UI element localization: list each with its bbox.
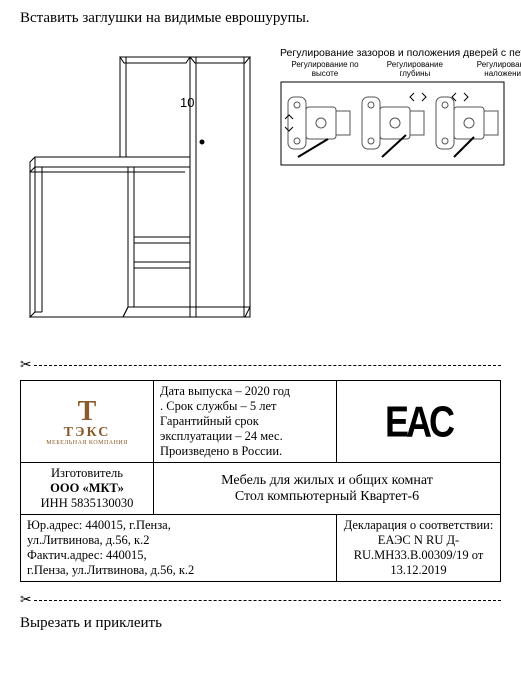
declaration-l1: Декларация о соответствии: xyxy=(343,518,494,533)
bottom-text: Вырезать и приклеить xyxy=(20,615,501,632)
spec-l5: Произведено в России. xyxy=(160,444,330,459)
hinge-adjustment-block: Регулирование зазоров и положения дверей… xyxy=(280,47,521,171)
manufacturer-cell: Изготовитель ООО «МКТ» ИНН 5835130030 xyxy=(21,463,154,515)
declaration-l3: RU.МН33.В.00309/19 от xyxy=(343,548,494,563)
logo-sub: МЕБЕЛЬНАЯ КОМПАНИЯ xyxy=(27,440,147,446)
hinge-diagram xyxy=(280,81,505,166)
info-table: Т ТЭКС МЕБЕЛЬНАЯ КОМПАНИЯ Дата выпуска –… xyxy=(20,380,501,582)
hinge-label-3: Регулирование наложения xyxy=(460,61,521,79)
address-l4: г.Пенза, ул.Литвинова, д.56, к.2 xyxy=(27,563,330,578)
spec-l3: Гарантийный срок xyxy=(160,414,330,429)
hinge-label-2: Регулирование глубины xyxy=(370,61,460,79)
dash-line xyxy=(34,365,501,366)
hinge-label-1: Регулирование по высоте xyxy=(280,61,370,79)
logo-letter: Т xyxy=(27,398,147,426)
eac-mark: EAC xyxy=(343,400,494,443)
hinge-title: Регулирование зазоров и положения дверей… xyxy=(280,47,521,59)
address-l2: ул.Литвинова, д.56, к.2 xyxy=(27,533,330,548)
instruction-text: Вставить заглушки на видимые еврошурупы. xyxy=(20,10,501,27)
manufacturer-name: ООО «МКТ» xyxy=(27,481,147,496)
figures-row: 10 Регулирование зазоров и положения две… xyxy=(20,47,501,337)
address-l3: Фактич.адрес: 440015, xyxy=(27,548,330,563)
hinge-labels: Регулирование по высоте Регулирование гл… xyxy=(280,61,521,79)
furniture-diagram: 10 xyxy=(20,47,270,337)
dash-line xyxy=(34,600,501,601)
manufacturer-inn: ИНН 5835130030 xyxy=(27,496,147,511)
spec-l2: . Срок службы – 5 лет xyxy=(160,399,330,414)
declaration-cell: Декларация о соответствии: ЕАЭС N RU Д- … xyxy=(337,515,501,582)
cut-line-1: ✂ xyxy=(20,357,501,374)
manufacturer-label: Изготовитель xyxy=(27,466,147,481)
spec-l1: Дата выпуска – 2020 год xyxy=(160,384,330,399)
logo-cell: Т ТЭКС МЕБЕЛЬНАЯ КОМПАНИЯ xyxy=(21,381,154,463)
logo-name: ТЭКС xyxy=(27,426,147,440)
part-label: 10 xyxy=(180,95,194,110)
spec-l4: эксплуатации – 24 мес. xyxy=(160,429,330,444)
product-line1: Мебель для жилых и общих комнат xyxy=(160,473,494,489)
eac-cell: EAC xyxy=(337,381,501,463)
product-cell: Мебель для жилых и общих комнат Стол ком… xyxy=(154,463,501,515)
address-cell: Юр.адрес: 440015, г.Пенза, ул.Литвинова,… xyxy=(21,515,337,582)
cut-line-2: ✂ xyxy=(20,592,501,609)
spec-cell: Дата выпуска – 2020 год . Срок службы – … xyxy=(154,381,337,463)
product-line2: Стол компьютерный Квартет-6 xyxy=(160,489,494,505)
declaration-l2: ЕАЭС N RU Д- xyxy=(343,533,494,548)
declaration-l4: 13.12.2019 xyxy=(343,563,494,578)
scissors-icon: ✂ xyxy=(20,357,32,374)
address-l1: Юр.адрес: 440015, г.Пенза, xyxy=(27,518,330,533)
scissors-icon: ✂ xyxy=(20,592,32,609)
